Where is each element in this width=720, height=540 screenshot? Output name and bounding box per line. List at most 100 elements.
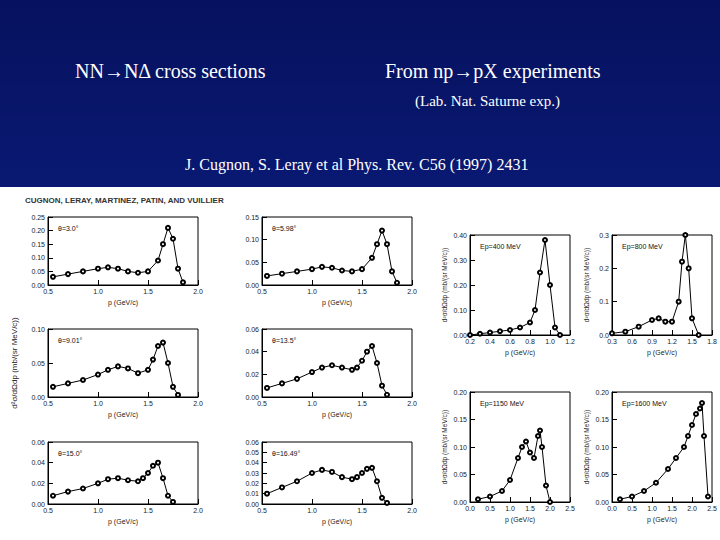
svg-text:d²σ/dΩdp (mb/(sr MeV/c)): d²σ/dΩdp (mb/(sr MeV/c))	[583, 410, 591, 484]
svg-text:1.5: 1.5	[357, 507, 367, 514]
svg-text:1.5: 1.5	[667, 505, 677, 512]
svg-text:p (GeV/c): p (GeV/c)	[108, 299, 138, 307]
svg-text:0.3: 0.3	[599, 232, 609, 239]
svg-text:0.9: 0.9	[647, 338, 657, 345]
svg-text:0.15: 0.15	[31, 241, 45, 248]
svg-text:0.0: 0.0	[607, 505, 617, 512]
svg-text:0.30: 0.30	[453, 257, 467, 264]
svg-text:0.05: 0.05	[31, 268, 45, 275]
svg-text:1.0: 1.0	[93, 400, 103, 407]
svg-text:0.2: 0.2	[465, 338, 475, 345]
svg-text:θ=5.98°: θ=5.98°	[272, 225, 297, 232]
svg-text:2.5: 2.5	[707, 505, 717, 512]
svg-text:2.0: 2.0	[193, 400, 203, 407]
svg-text:1.5: 1.5	[687, 338, 697, 345]
svg-text:p (GeV/c): p (GeV/c)	[322, 518, 352, 526]
svg-text:d²σ/dΩdp (mb/(sr MeV/c)): d²σ/dΩdp (mb/(sr MeV/c))	[10, 317, 19, 409]
svg-text:0.20: 0.20	[453, 282, 467, 289]
svg-text:0.20: 0.20	[595, 389, 609, 396]
svg-text:1.8: 1.8	[707, 338, 717, 345]
svg-text:2.0: 2.0	[193, 288, 203, 295]
svg-text:1.0: 1.0	[93, 288, 103, 295]
svg-text:0.5: 0.5	[257, 288, 267, 295]
svg-text:θ=16.49°: θ=16.49°	[272, 450, 300, 457]
svg-text:0.8: 0.8	[525, 338, 535, 345]
svg-text:0.20: 0.20	[31, 227, 45, 234]
svg-text:Ep=800 MeV: Ep=800 MeV	[622, 243, 663, 251]
svg-text:0.10: 0.10	[453, 307, 467, 314]
svg-text:d²σ/dΩdp (mb/(sr MeV/c)): d²σ/dΩdp (mb/(sr MeV/c))	[441, 410, 449, 484]
svg-text:0.02: 0.02	[245, 480, 259, 487]
svg-text:0.05: 0.05	[245, 449, 259, 456]
svg-text:0.06: 0.06	[245, 326, 259, 333]
svg-text:0.06: 0.06	[245, 439, 259, 446]
svg-text:1.0: 1.0	[647, 505, 657, 512]
svg-text:Ep=400 MeV: Ep=400 MeV	[480, 243, 521, 251]
svg-text:1.0: 1.0	[93, 507, 103, 514]
svg-text:0.10: 0.10	[31, 326, 45, 333]
svg-text:0.04: 0.04	[31, 459, 45, 466]
svg-text:0.15: 0.15	[595, 416, 609, 423]
svg-text:0.10: 0.10	[595, 444, 609, 451]
svg-text:0.1: 0.1	[599, 298, 609, 305]
svg-text:2.0: 2.0	[407, 400, 417, 407]
svg-text:θ=3.0°: θ=3.0°	[58, 225, 79, 232]
svg-text:0.10: 0.10	[245, 236, 259, 243]
svg-text:1.5: 1.5	[143, 288, 153, 295]
svg-text:1.0: 1.0	[307, 400, 317, 407]
svg-text:0.3: 0.3	[607, 338, 617, 345]
svg-text:Ep=1150 MeV: Ep=1150 MeV	[480, 400, 524, 408]
svg-text:0.01: 0.01	[245, 490, 259, 497]
svg-text:0.0: 0.0	[465, 505, 475, 512]
svg-text:1.0: 1.0	[307, 507, 317, 514]
svg-text:p (GeV/c): p (GeV/c)	[322, 299, 352, 307]
svg-text:2.0: 2.0	[545, 505, 555, 512]
svg-text:1.5: 1.5	[143, 507, 153, 514]
svg-text:0.25: 0.25	[31, 214, 45, 221]
svg-text:p (GeV/c): p (GeV/c)	[505, 516, 535, 524]
svg-text:p (GeV/c): p (GeV/c)	[647, 516, 677, 524]
svg-text:0.06: 0.06	[31, 439, 45, 446]
svg-text:1.0: 1.0	[505, 505, 515, 512]
svg-text:2.0: 2.0	[407, 507, 417, 514]
svg-text:0.5: 0.5	[43, 400, 53, 407]
svg-text:0.6: 0.6	[627, 338, 637, 345]
svg-text:0.05: 0.05	[595, 471, 609, 478]
svg-text:0.05: 0.05	[31, 360, 45, 367]
svg-text:0.40: 0.40	[453, 232, 467, 239]
svg-text:0.4: 0.4	[485, 338, 495, 345]
svg-text:θ=9.01°: θ=9.01°	[58, 337, 83, 344]
svg-text:1.0: 1.0	[545, 338, 555, 345]
svg-text:1.5: 1.5	[357, 400, 367, 407]
svg-text:2.0: 2.0	[193, 507, 203, 514]
svg-text:1.5: 1.5	[143, 400, 153, 407]
svg-text:1.2: 1.2	[565, 338, 575, 345]
svg-text:p (GeV/c): p (GeV/c)	[322, 411, 352, 419]
svg-text:0.05: 0.05	[245, 259, 259, 266]
svg-text:0.5: 0.5	[627, 505, 637, 512]
svg-text:d²σ/dΩdp (mb/(sr MeV/c)): d²σ/dΩdp (mb/(sr MeV/c))	[441, 248, 449, 322]
svg-text:CUGNON, LERAY, MARTINEZ, PATIN: CUGNON, LERAY, MARTINEZ, PATIN, AND VUIL…	[25, 196, 224, 205]
svg-text:1.5: 1.5	[357, 288, 367, 295]
svg-text:0.15: 0.15	[245, 214, 259, 221]
svg-text:1.2: 1.2	[667, 338, 677, 345]
svg-text:2.0: 2.0	[407, 288, 417, 295]
svg-text:d²σ/dΩdp (mb/(sr MeV/c)): d²σ/dΩdp (mb/(sr MeV/c))	[583, 248, 591, 322]
svg-text:0.02: 0.02	[31, 480, 45, 487]
svg-text:Ep=1600 MeV: Ep=1600 MeV	[622, 400, 667, 408]
svg-text:0.6: 0.6	[505, 338, 515, 345]
svg-text:p (GeV/c): p (GeV/c)	[108, 518, 138, 526]
svg-text:0.04: 0.04	[245, 459, 259, 466]
svg-text:0.05: 0.05	[453, 471, 467, 478]
svg-text:0.20: 0.20	[453, 389, 467, 396]
svg-text:0.5: 0.5	[257, 400, 267, 407]
svg-text:p (GeV/c): p (GeV/c)	[505, 349, 535, 357]
svg-text:p (GeV/c): p (GeV/c)	[108, 411, 138, 419]
svg-text:2.0: 2.0	[687, 505, 697, 512]
svg-text:0.5: 0.5	[43, 288, 53, 295]
svg-text:0.04: 0.04	[245, 348, 259, 355]
svg-text:0.03: 0.03	[245, 470, 259, 477]
svg-text:0.02: 0.02	[245, 371, 259, 378]
svg-text:2.5: 2.5	[565, 505, 575, 512]
svg-text:0.15: 0.15	[453, 416, 467, 423]
